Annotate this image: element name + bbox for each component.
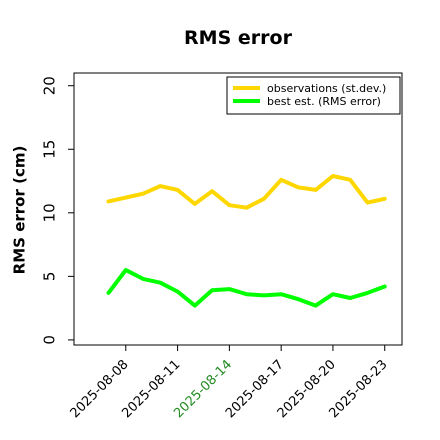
legend-label-best-estimate: best est. (RMS error) — [267, 95, 381, 108]
legend: observations (st.dev.) best est. (RMS er… — [226, 76, 401, 115]
series-line — [106, 268, 387, 308]
y-tick-label: 10 — [41, 203, 59, 222]
y-axis-ticks: 0 5 10 15 20 — [41, 76, 74, 345]
y-axis-label: RMS error (cm) — [11, 146, 29, 275]
x-axis-ticks: 2025-08-082025-08-112025-08-142025-08-17… — [68, 345, 391, 421]
y-tick-label: 15 — [41, 140, 59, 159]
y-tick-label: 0 — [41, 335, 59, 345]
plot-frame — [73, 72, 403, 346]
y-tick-label: 20 — [41, 76, 59, 95]
series-layer — [106, 174, 387, 308]
legend-box — [226, 76, 401, 115]
chart-title: RMS error — [184, 27, 293, 49]
legend-label-observations: observations (st.dev.) — [267, 82, 386, 95]
y-tick-label: 5 — [41, 272, 59, 282]
series-line — [106, 174, 387, 210]
